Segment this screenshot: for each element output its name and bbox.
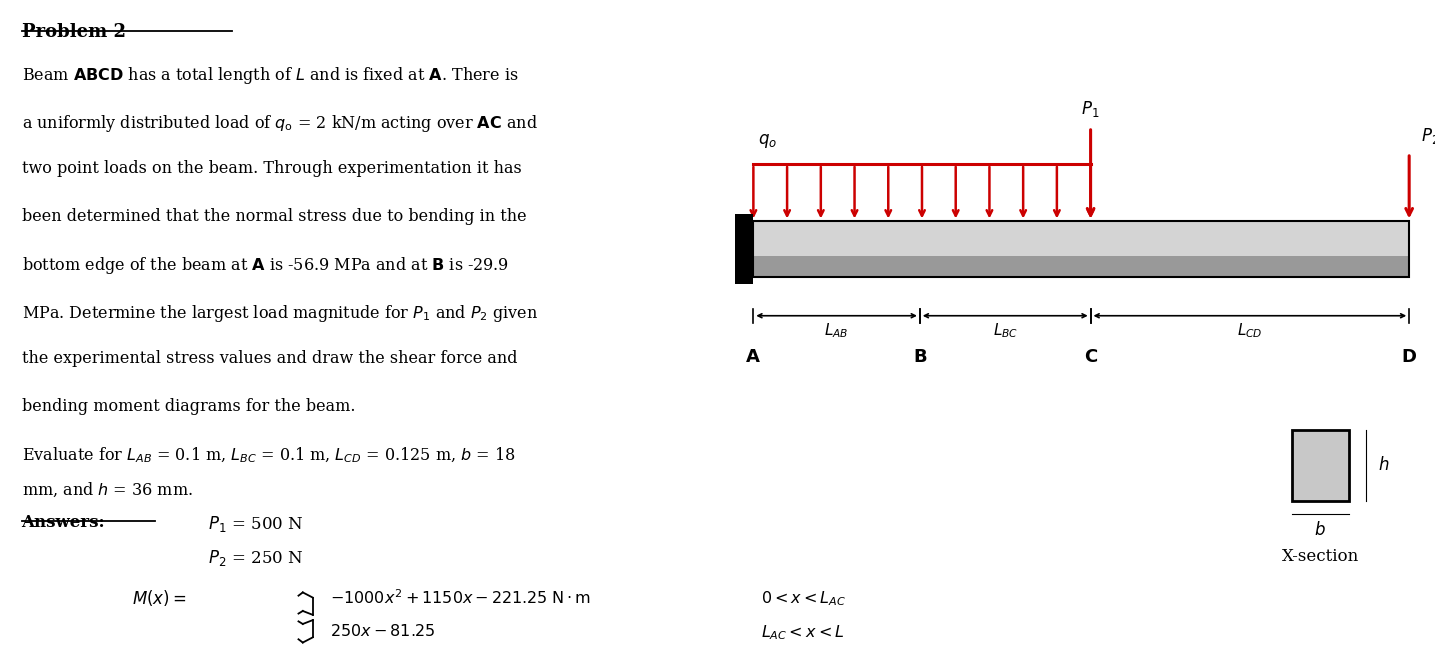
Text: $P_2$: $P_2$ [1421,126,1435,146]
Text: $P_1$ = 500 N: $P_1$ = 500 N [208,514,303,534]
Text: $h$: $h$ [1378,456,1389,475]
Bar [1292,430,1349,501]
Text: Problem 2: Problem 2 [22,23,125,41]
Text: $P_2$ = 250 N: $P_2$ = 250 N [208,548,303,568]
Text: two point loads on the beam. Through experimentation it has: two point loads on the beam. Through exp… [22,160,521,177]
Text: $\mathbf{D}$: $\mathbf{D}$ [1401,348,1418,367]
Text: MPa. Determine the largest load magnitude for $P_1$ and $P_2$ given: MPa. Determine the largest load magnitud… [22,303,538,324]
Text: $b$: $b$ [1314,521,1326,539]
Text: $\mathbf{A}$: $\mathbf{A}$ [745,348,762,367]
Text: $L_{BC}$: $L_{BC}$ [993,321,1017,340]
Text: $q_o$: $q_o$ [758,132,776,150]
Text: $250x - 81.25$: $250x - 81.25$ [330,623,435,640]
Text: bending moment diagrams for the beam.: bending moment diagrams for the beam. [22,398,354,415]
Text: a uniformly distributed load of $q_{\rm o}$ = 2 kN/m acting over $\mathbf{AC}$ a: a uniformly distributed load of $q_{\rm … [22,113,537,133]
Text: bottom edge of the beam at $\mathbf{A}$ is -56.9 MPa and at $\mathbf{B}$ is -29.: bottom edge of the beam at $\mathbf{A}$ … [22,255,508,276]
Text: the experimental stress values and draw the shear force and: the experimental stress values and draw … [22,350,517,367]
Bar [735,214,753,284]
Bar [753,221,1409,277]
Text: $P_1$: $P_1$ [1082,99,1099,119]
Text: $L_{CD}$: $L_{CD}$ [1237,321,1263,340]
Text: mm, and $h$ = 36 mm.: mm, and $h$ = 36 mm. [22,480,192,499]
Text: $M(x) =$: $M(x) =$ [132,588,187,608]
Text: been determined that the normal stress due to bending in the: been determined that the normal stress d… [22,208,527,225]
Text: Beam $\mathbf{ABCD}$ has a total length of $L$ and is fixed at $\mathbf{A}$. The: Beam $\mathbf{ABCD}$ has a total length … [22,65,518,86]
Text: $\mathbf{B}$: $\mathbf{B}$ [913,348,927,367]
Text: $L_{AC} < x < L$: $L_{AC} < x < L$ [761,623,844,642]
Bar [753,256,1409,277]
Text: $\mathbf{C}$: $\mathbf{C}$ [1083,348,1098,367]
Text: $0 < x < L_{AC}$: $0 < x < L_{AC}$ [761,589,845,608]
Text: $-1000x^2 + 1150x - 221.25\ \mathrm{N \cdot m}$: $-1000x^2 + 1150x - 221.25\ \mathrm{N \c… [330,589,591,608]
Text: Evaluate for $L_{AB}$ = 0.1 m, $L_{BC}$ = 0.1 m, $L_{CD}$ = 0.125 m, $b$ = 18: Evaluate for $L_{AB}$ = 0.1 m, $L_{BC}$ … [22,446,515,465]
Text: $L_{AB}$: $L_{AB}$ [824,321,850,340]
Bar [753,221,1409,256]
Text: Answers:: Answers: [22,514,105,531]
Text: X-section: X-section [1281,548,1359,565]
